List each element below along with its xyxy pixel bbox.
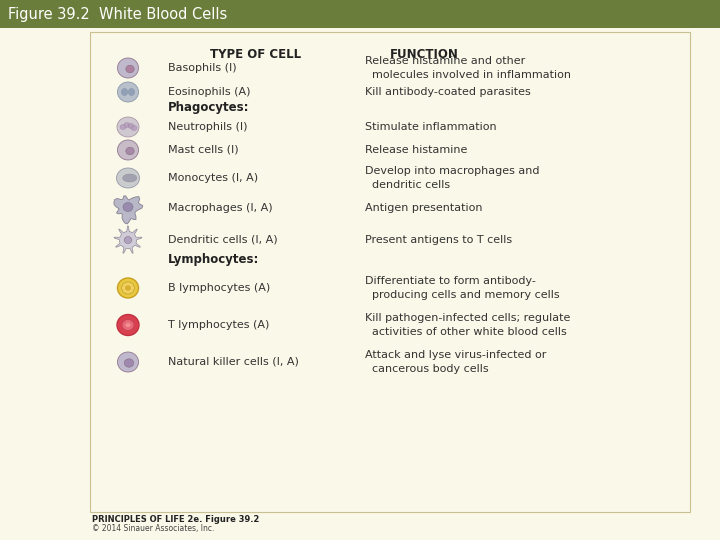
Ellipse shape [128,124,134,129]
Ellipse shape [117,352,138,372]
Polygon shape [114,195,143,224]
Text: Kill pathogen-infected cells; regulate: Kill pathogen-infected cells; regulate [365,313,570,323]
Text: Basophils (I): Basophils (I) [168,63,237,73]
Text: FUNCTION: FUNCTION [390,48,459,60]
Ellipse shape [117,58,138,78]
Ellipse shape [126,65,134,73]
Ellipse shape [124,123,130,127]
Ellipse shape [128,89,135,96]
Text: activities of other white blood cells: activities of other white blood cells [365,327,567,337]
Text: Stimulate inflammation: Stimulate inflammation [365,122,497,132]
Text: Antigen presentation: Antigen presentation [365,203,482,213]
Ellipse shape [125,323,130,327]
Text: PRINCIPLES OF LIFE 2e. Figure 39.2: PRINCIPLES OF LIFE 2e. Figure 39.2 [92,516,259,524]
Text: Present antigens to T cells: Present antigens to T cells [365,235,512,245]
Ellipse shape [117,168,140,188]
Text: Macrophages (I, A): Macrophages (I, A) [168,203,273,213]
Text: Lymphocytes:: Lymphocytes: [168,253,259,266]
Text: TYPE OF CELL: TYPE OF CELL [210,48,301,60]
Ellipse shape [122,282,135,294]
Polygon shape [122,174,137,182]
FancyBboxPatch shape [90,32,690,512]
Text: cancerous body cells: cancerous body cells [365,364,489,374]
Text: Kill antibody-coated parasites: Kill antibody-coated parasites [365,87,531,97]
Text: Natural killer cells (I, A): Natural killer cells (I, A) [168,357,299,367]
Ellipse shape [117,140,138,160]
Text: © 2014 Sinauer Associates, Inc.: © 2014 Sinauer Associates, Inc. [92,524,215,534]
Ellipse shape [117,278,138,298]
Polygon shape [114,226,142,253]
Text: Release histamine and other: Release histamine and other [365,56,526,66]
Text: Dendritic cells (I, A): Dendritic cells (I, A) [168,235,278,245]
Text: producing cells and memory cells: producing cells and memory cells [365,290,559,300]
FancyBboxPatch shape [0,0,720,28]
Ellipse shape [126,147,134,155]
Text: Neutrophils (I): Neutrophils (I) [168,122,248,132]
Text: T lymphocytes (A): T lymphocytes (A) [168,320,269,330]
Ellipse shape [125,359,134,367]
Ellipse shape [117,82,138,102]
Ellipse shape [131,125,137,131]
Ellipse shape [117,314,139,335]
Ellipse shape [123,202,133,212]
Ellipse shape [117,117,139,137]
Ellipse shape [125,285,131,291]
Text: Figure 39.2  White Blood Cells: Figure 39.2 White Blood Cells [8,6,228,22]
Text: Attack and lyse virus-infected or: Attack and lyse virus-infected or [365,350,546,360]
Ellipse shape [122,320,134,330]
Ellipse shape [120,125,126,130]
Text: Mast cells (I): Mast cells (I) [168,145,238,155]
Text: Eosinophils (A): Eosinophils (A) [168,87,251,97]
Ellipse shape [121,89,127,96]
Text: Monocytes (I, A): Monocytes (I, A) [168,173,258,183]
Text: molecules involved in inflammation: molecules involved in inflammation [365,70,571,80]
Ellipse shape [125,237,132,244]
Text: dendritic cells: dendritic cells [365,180,450,190]
Text: Release histamine: Release histamine [365,145,467,155]
Text: Phagocytes:: Phagocytes: [168,102,250,114]
Text: Differentiate to form antibody-: Differentiate to form antibody- [365,276,536,286]
Text: B lymphocytes (A): B lymphocytes (A) [168,283,270,293]
Text: Develop into macrophages and: Develop into macrophages and [365,166,539,176]
